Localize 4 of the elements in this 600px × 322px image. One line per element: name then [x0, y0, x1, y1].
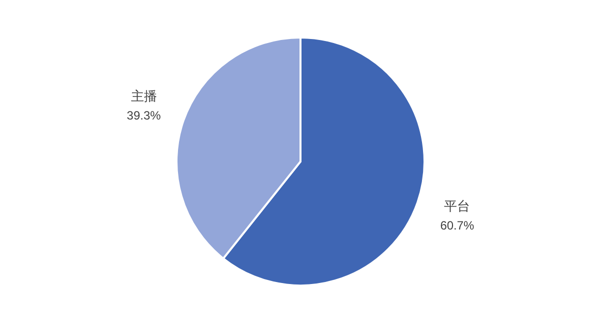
slice-label: 平台 — [444, 199, 470, 214]
data-label: 60.7% — [440, 218, 475, 232]
data-label: 39.3% — [126, 108, 162, 123]
slice-label: 主播 — [130, 88, 157, 105]
